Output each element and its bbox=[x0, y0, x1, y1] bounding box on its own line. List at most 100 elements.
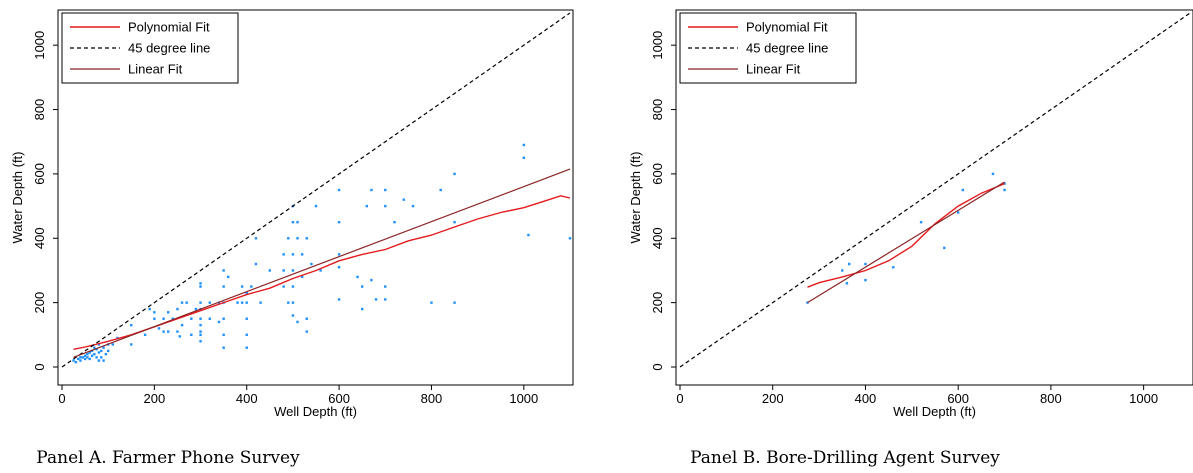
data-point bbox=[291, 314, 295, 317]
data-point bbox=[190, 333, 193, 337]
data-point bbox=[180, 323, 184, 327]
plot-area bbox=[679, 12, 1191, 368]
panel-b: 0 200 400 600 800 1000 0 200 400 600 800 1000 Well D… bbox=[628, 9, 1193, 419]
data-point bbox=[111, 343, 114, 346]
data-point bbox=[143, 333, 147, 337]
data-point bbox=[95, 356, 98, 359]
y-tick-label: 1000 bbox=[32, 31, 47, 60]
x-tick-label: 400 bbox=[236, 391, 258, 406]
data-point bbox=[199, 317, 202, 320]
y-tick-label: 800 bbox=[32, 99, 47, 121]
data-point bbox=[199, 282, 202, 285]
data-point bbox=[527, 233, 530, 237]
data-point bbox=[943, 246, 946, 250]
panel-a: 0 200 400 600 800 1000 0 200 400 600 800 1000 Well D… bbox=[10, 9, 574, 419]
data-point bbox=[254, 237, 258, 240]
x-tick-label: 600 bbox=[328, 391, 350, 406]
x-tick-label: 0 bbox=[676, 391, 683, 406]
legend-label: 45 degree line bbox=[128, 41, 210, 56]
data-point bbox=[97, 343, 101, 346]
y-tick-label: 200 bbox=[650, 292, 665, 314]
data-point bbox=[305, 330, 308, 333]
y-tick-label: 0 bbox=[32, 363, 47, 370]
data-point bbox=[300, 253, 304, 256]
data-point bbox=[178, 335, 181, 338]
data-point bbox=[153, 317, 156, 320]
data-point bbox=[88, 351, 91, 354]
data-point bbox=[430, 301, 433, 304]
data-point bbox=[157, 327, 161, 330]
legend: Polynomial Fit 45 degree line Linear Fit bbox=[61, 12, 239, 84]
data-point bbox=[176, 307, 179, 311]
data-point bbox=[287, 301, 290, 304]
data-point bbox=[199, 330, 202, 333]
data-point bbox=[208, 301, 211, 304]
data-point bbox=[240, 301, 244, 304]
data-point bbox=[79, 356, 82, 359]
legend-label: Linear Fit bbox=[128, 62, 183, 77]
data-point bbox=[217, 320, 221, 324]
data-point bbox=[167, 311, 170, 314]
data-point bbox=[961, 188, 965, 192]
data-point bbox=[86, 352, 89, 356]
data-point bbox=[1003, 188, 1006, 192]
data-point bbox=[83, 354, 87, 357]
data-point bbox=[806, 301, 809, 304]
x-tick-label: 600 bbox=[947, 391, 969, 406]
data-point bbox=[199, 323, 202, 327]
y-tick-label: 200 bbox=[32, 292, 47, 314]
data-point bbox=[81, 356, 84, 359]
data-point bbox=[222, 285, 225, 288]
data-point bbox=[259, 301, 262, 304]
y-tick-label: 600 bbox=[32, 163, 47, 185]
data-point bbox=[86, 356, 89, 359]
data-point bbox=[148, 307, 151, 311]
y-tick-label: 0 bbox=[650, 363, 665, 370]
data-point bbox=[199, 340, 202, 343]
plot-frame bbox=[675, 9, 1193, 386]
data-point bbox=[100, 349, 103, 353]
data-point bbox=[97, 359, 101, 362]
series-line-linear-fit bbox=[73, 168, 571, 358]
data-point bbox=[93, 352, 96, 356]
data-point bbox=[453, 301, 456, 304]
data-point bbox=[393, 220, 396, 224]
data-point bbox=[222, 346, 225, 349]
data-point bbox=[106, 349, 110, 353]
y-axis-label: Water Depth (ft) bbox=[10, 152, 25, 244]
x-tick-label: 0 bbox=[58, 391, 65, 406]
data-point bbox=[439, 188, 442, 192]
data-point bbox=[402, 198, 405, 201]
data-point bbox=[310, 262, 313, 266]
data-point bbox=[222, 333, 225, 337]
x-axis-label: Well Depth (ft) bbox=[274, 404, 357, 419]
data-point bbox=[171, 317, 175, 320]
data-point bbox=[185, 301, 188, 304]
data-point bbox=[522, 143, 526, 147]
data-point bbox=[222, 269, 225, 272]
data-point bbox=[130, 343, 133, 346]
data-point bbox=[102, 359, 105, 362]
data-point bbox=[291, 285, 295, 288]
data-point bbox=[245, 346, 248, 349]
data-point bbox=[282, 269, 285, 272]
data-point bbox=[370, 188, 373, 192]
data-point bbox=[453, 172, 456, 176]
data-point bbox=[227, 275, 230, 279]
data-point bbox=[384, 204, 387, 208]
legend-label: Linear Fit bbox=[746, 62, 801, 77]
data-point bbox=[97, 351, 101, 354]
series-line-45-degree-line bbox=[61, 12, 571, 368]
y-tick-label: 600 bbox=[650, 163, 665, 185]
data-point bbox=[374, 298, 378, 301]
data-point bbox=[287, 237, 290, 240]
data-point bbox=[236, 301, 239, 304]
data-point bbox=[240, 285, 244, 288]
data-point bbox=[365, 204, 368, 208]
y-tick-label: 400 bbox=[650, 227, 665, 249]
data-point bbox=[162, 330, 165, 333]
legend-label: Polynomial Fit bbox=[746, 20, 828, 35]
data-point bbox=[305, 317, 308, 320]
data-point bbox=[845, 282, 849, 285]
